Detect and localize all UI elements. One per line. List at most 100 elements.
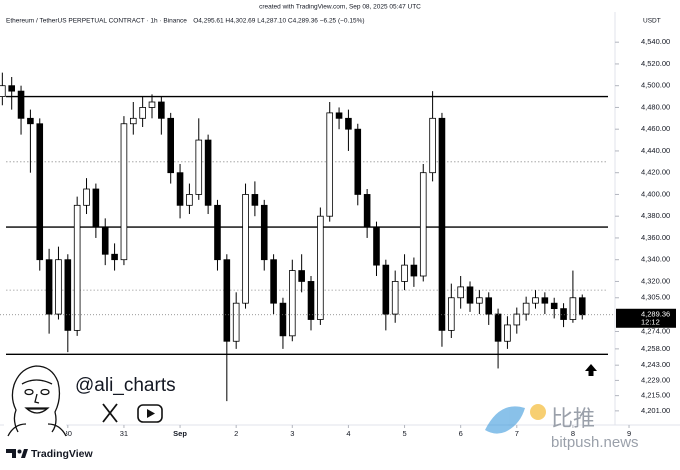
- candle-body: [391, 281, 399, 315]
- candle-body: [289, 270, 296, 337]
- y-tick-label: 4,420.00: [641, 168, 670, 177]
- candle-body: [260, 204, 268, 261]
- candle-body: [176, 172, 184, 206]
- candle-body: [64, 259, 72, 331]
- candle-body: [242, 194, 249, 304]
- x-tick-label: 3: [290, 429, 294, 438]
- y-tick-label: 4,215.00: [641, 391, 670, 400]
- x-tick-label: 30: [64, 429, 72, 438]
- x-tick-label: 4: [346, 429, 350, 438]
- brand: TradingView: [31, 448, 93, 460]
- avatar: [4, 362, 67, 437]
- y-tick-label: 4,360.00: [641, 233, 670, 242]
- candle-body: [232, 302, 240, 342]
- x-tick-label: 7: [515, 429, 519, 438]
- youtube-icon[interactable]: [137, 404, 163, 423]
- candle-body: [17, 90, 25, 119]
- candle-body: [569, 297, 577, 320]
- candle-body: [532, 297, 539, 304]
- watermark-url: bitpush.news: [551, 434, 639, 451]
- watermark-cn: 比推: [551, 406, 595, 431]
- x-tick-label: 31: [120, 429, 128, 438]
- y-tick-label: 4,400.00: [641, 189, 670, 198]
- candle-body: [186, 194, 193, 206]
- y-tick-label: 4,380.00: [641, 211, 670, 220]
- y-tick-label: 4,229.00: [641, 375, 670, 384]
- brand-logo: [6, 449, 28, 458]
- x-tick-label: 5: [402, 429, 406, 438]
- candle-body: [148, 101, 156, 108]
- candle-body: [45, 259, 53, 315]
- plot: 4,540.00 4,520.00 4,500.00 4,480.00 4,460.00…: [0, 37, 676, 438]
- y-tick-label: 4,305.00: [641, 293, 670, 302]
- y-tick-label: 4,340.00: [641, 255, 670, 264]
- chart-title: Ethereum / TetherUS PERPETUAL CONTRACT ·…: [6, 18, 187, 25]
- candle-body: [578, 297, 586, 316]
- y-tick-label: 4,480.00: [641, 102, 670, 111]
- candle-body: [36, 123, 44, 261]
- candle-body: [8, 85, 15, 92]
- candle-body: [457, 286, 464, 299]
- candle-body: [476, 297, 483, 304]
- candle-body: [541, 297, 549, 304]
- candle-body: [326, 112, 334, 217]
- candle-body: [101, 226, 109, 255]
- candle-body: [73, 204, 81, 331]
- x-tick-label: 9: [627, 429, 631, 438]
- candle-body: [204, 139, 212, 206]
- candle-body: [27, 117, 34, 125]
- y-tick-label: 4,258.00: [641, 344, 670, 353]
- candle-body: [438, 117, 446, 331]
- x-icon[interactable]: [102, 403, 118, 423]
- candle-body: [120, 123, 128, 261]
- watermark-bird: [485, 404, 546, 434]
- candle-body: [373, 226, 380, 266]
- price-tag-label: 4,289.36: [641, 309, 670, 318]
- candle-body: [429, 117, 436, 174]
- candle-body: [382, 264, 390, 315]
- candle-body: [354, 128, 362, 195]
- currency: USDT: [643, 18, 661, 25]
- candle-body: [298, 270, 305, 282]
- candle-body: [363, 194, 371, 228]
- y-tick-label: 4,201.00: [641, 406, 670, 415]
- candle-body: [167, 117, 175, 174]
- arrow-up: [585, 364, 597, 376]
- candle-body: [317, 215, 324, 320]
- y-tick-label: 4,500.00: [641, 81, 670, 90]
- candle-body: [111, 253, 118, 261]
- candle-body: [223, 259, 231, 342]
- candle-body: [485, 297, 493, 315]
- candle-body: [335, 112, 343, 119]
- y-tick-label: 4,243.00: [641, 360, 670, 369]
- x-tick-label: 6: [459, 429, 463, 438]
- candle-body: [139, 107, 146, 119]
- candle-body: [195, 139, 203, 195]
- candle-body: [83, 188, 90, 206]
- y-tick-label: 4,460.00: [641, 124, 670, 133]
- handle: @ali_charts: [75, 375, 176, 396]
- candle-body: [448, 297, 455, 331]
- candle-body: [307, 281, 315, 320]
- price-tag: [616, 308, 676, 328]
- candle-body: [55, 259, 62, 315]
- y-tick-label: 4,440.00: [641, 146, 670, 155]
- countdown: 12:12: [641, 317, 660, 326]
- candle-body: [214, 204, 221, 261]
- candle-body: [0, 85, 6, 97]
- candle-body: [466, 286, 474, 304]
- candle-body: [410, 264, 418, 277]
- candle-body: [419, 172, 427, 277]
- candle-body: [494, 313, 502, 342]
- candle-body: [504, 324, 511, 342]
- candle-body: [345, 117, 352, 130]
- candle-body: [401, 264, 408, 282]
- candle-body: [251, 194, 259, 206]
- y-tick-label: 4,320.00: [641, 276, 670, 285]
- candle-body: [158, 101, 165, 119]
- candle-body: [560, 308, 567, 320]
- candle-body: [92, 188, 100, 228]
- candle-body: [522, 302, 530, 315]
